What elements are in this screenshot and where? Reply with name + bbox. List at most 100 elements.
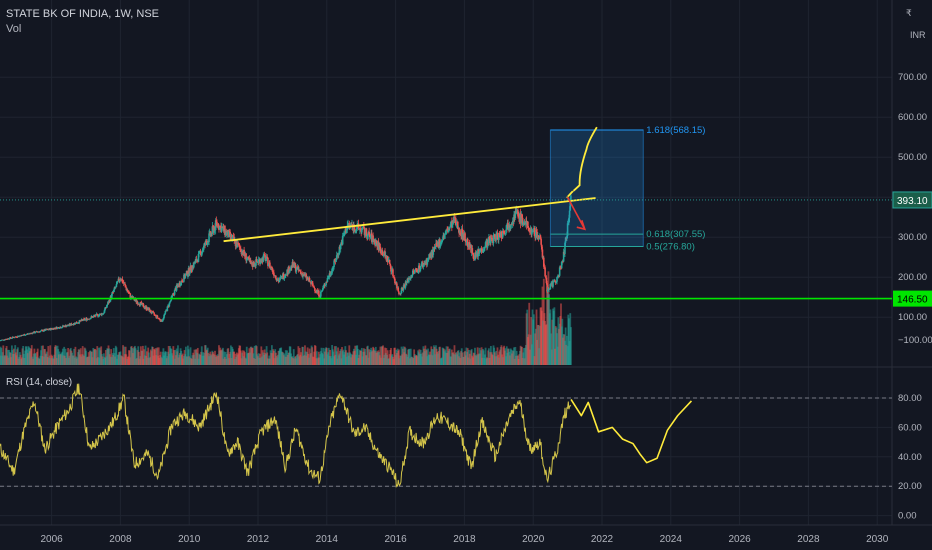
candle-body — [185, 273, 187, 276]
candle-body — [392, 269, 394, 277]
volume-bar — [439, 346, 441, 365]
time-tick-label: 2008 — [109, 534, 132, 545]
candle-body — [272, 271, 275, 273]
volume-bar — [138, 351, 140, 365]
time-tick-label: 2028 — [797, 534, 820, 545]
volume-bar — [227, 348, 230, 365]
time-tick-label: 2024 — [660, 534, 683, 545]
candle-body — [393, 277, 396, 279]
candle-body — [480, 248, 483, 251]
candle-body — [70, 323, 73, 326]
volume-bar — [315, 351, 318, 365]
candle-body — [186, 271, 189, 277]
support-price-badge — [893, 290, 932, 307]
last-price-badge — [892, 191, 932, 209]
candle-body — [478, 249, 480, 253]
candle-body — [115, 284, 118, 287]
fibonacci-level-label: 0.618(307.55) — [646, 229, 705, 240]
candle-body — [159, 318, 161, 321]
volume-bar — [36, 348, 39, 365]
candle-body — [568, 210, 571, 218]
candle-body — [283, 274, 285, 279]
candle-body — [278, 280, 280, 283]
candle-body — [515, 210, 518, 213]
volume-bar — [482, 350, 485, 365]
fibonacci-box — [549, 129, 644, 247]
candle-body — [173, 289, 176, 295]
candle-body — [284, 275, 286, 278]
candle-body — [212, 226, 214, 228]
candle-body — [517, 210, 519, 217]
candle-body — [472, 253, 474, 256]
volume-bar — [466, 348, 469, 365]
candle-body — [161, 319, 164, 322]
candle-body — [269, 262, 271, 269]
candle-body — [449, 224, 452, 227]
candle-body — [447, 228, 450, 233]
candle-body — [97, 316, 100, 317]
candle-body — [372, 235, 374, 240]
volume-bar — [95, 350, 97, 365]
candle-body — [23, 334, 26, 336]
candle-body — [528, 230, 531, 232]
candle-body — [8, 338, 11, 340]
rsi-indicator-label[interactable]: RSI (14, close) — [6, 377, 73, 388]
candle-body — [427, 259, 429, 261]
candle-body — [346, 225, 349, 231]
candle-body — [248, 258, 251, 262]
candle-body — [531, 231, 533, 235]
candle-body — [173, 294, 175, 296]
candle-body — [347, 224, 349, 226]
candle-body — [441, 240, 443, 242]
volume-bar — [530, 317, 533, 365]
volume-bar — [157, 347, 160, 365]
volume-bar — [122, 345, 124, 365]
candle-body — [330, 273, 333, 275]
candle-body — [335, 255, 338, 260]
candle-body — [461, 228, 464, 239]
candle-body — [84, 319, 87, 321]
candle-body — [570, 195, 572, 202]
candle-body — [12, 336, 15, 338]
candle-body — [253, 261, 255, 267]
candle-body — [226, 232, 228, 235]
candle-body — [416, 270, 419, 273]
candle-body — [322, 288, 324, 291]
candle-body — [116, 281, 118, 285]
candle-body — [163, 314, 165, 319]
currency-label: INR — [910, 30, 926, 40]
volume-bar — [2, 345, 5, 365]
candle-body — [230, 234, 233, 240]
candle-body — [353, 224, 356, 230]
candle-body — [333, 260, 335, 268]
candle-body — [537, 235, 540, 239]
candle-body — [236, 242, 239, 248]
volume-bar — [97, 347, 100, 365]
candle-body — [81, 319, 83, 321]
volume-bar — [356, 348, 359, 365]
volume-indicator-label[interactable]: Vol — [6, 23, 22, 35]
candle-body — [58, 328, 61, 330]
candle-body — [507, 227, 510, 230]
candle-body — [262, 255, 265, 262]
candle-body — [75, 322, 77, 324]
last-price-label: 393.10 — [897, 196, 928, 207]
candle-body — [532, 230, 534, 232]
support-price-label: 146.50 — [897, 295, 928, 306]
candle-body — [306, 277, 309, 279]
volume-bar — [177, 345, 179, 365]
candle-body — [283, 277, 286, 279]
candle-body — [531, 231, 534, 233]
volume-bar — [322, 347, 325, 365]
volume-bar — [184, 346, 187, 365]
candle-body — [441, 239, 444, 241]
candle-body — [193, 262, 195, 268]
candle-body — [91, 316, 93, 318]
time-tick-label: 2006 — [40, 534, 63, 545]
candle-body — [127, 291, 130, 293]
candle-body — [367, 233, 369, 240]
rsi-tick-label: 0.00 — [898, 511, 917, 522]
candle-body — [243, 249, 245, 255]
volume-bar — [487, 348, 490, 365]
candle-body — [498, 233, 501, 234]
